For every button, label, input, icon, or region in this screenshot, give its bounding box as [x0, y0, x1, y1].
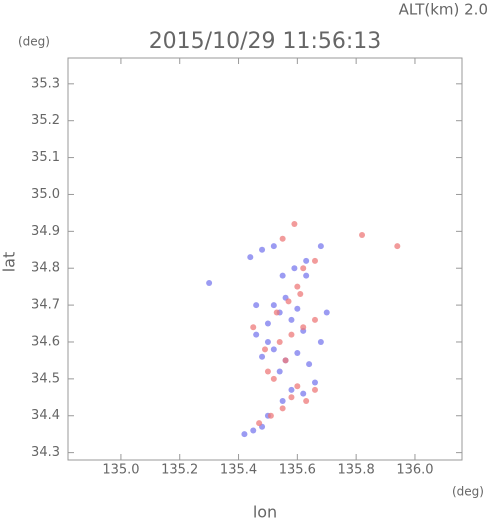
- x-tick-label: 135.4: [220, 463, 257, 478]
- echo-point: [288, 394, 295, 401]
- echo-point: [288, 331, 295, 338]
- x-tick-label: 135.6: [279, 463, 316, 478]
- echo-point: [288, 316, 295, 323]
- echo-point: [253, 302, 260, 309]
- echo-point: [264, 320, 271, 327]
- y-tick-label: 34.5: [31, 371, 60, 386]
- echo-point: [300, 390, 307, 397]
- echo-point: [270, 243, 277, 250]
- echo-point: [285, 298, 292, 305]
- x-tick-label: 135.2: [161, 463, 198, 478]
- echo-point: [294, 383, 301, 390]
- echo-point: [279, 272, 286, 279]
- echo-point: [279, 235, 286, 242]
- echo-point: [317, 338, 324, 345]
- echo-point: [276, 368, 283, 375]
- y-unit: (deg): [18, 35, 50, 49]
- x-axis-label: lon: [253, 503, 277, 522]
- echo-point: [264, 368, 271, 375]
- echo-point: [300, 265, 307, 272]
- echo-point: [273, 309, 280, 316]
- x-tick-label: 135.8: [338, 463, 375, 478]
- echo-point: [291, 265, 298, 272]
- echo-point: [288, 386, 295, 393]
- echo-point: [259, 246, 266, 253]
- y-tick-label: 35.0: [31, 187, 60, 202]
- echo-point: [250, 427, 257, 434]
- echo-point: [294, 283, 301, 290]
- echo-point: [241, 431, 248, 438]
- echo-point: [259, 353, 266, 360]
- echo-point: [311, 257, 318, 264]
- echo-point: [300, 324, 307, 331]
- echo-point: [282, 357, 289, 364]
- y-tick-label: 34.8: [31, 261, 60, 276]
- echo-point: [291, 220, 298, 227]
- echo-point: [247, 254, 254, 261]
- y-tick-label: 35.2: [31, 113, 60, 128]
- echo-point: [270, 346, 277, 353]
- echo-point: [311, 316, 318, 323]
- y-tick-label: 34.3: [31, 445, 60, 460]
- echo-point: [270, 302, 277, 309]
- echo-point: [279, 397, 286, 404]
- echo-point: [267, 412, 274, 419]
- echo-point: [359, 232, 366, 239]
- echo-point: [250, 324, 257, 331]
- echo-point: [323, 309, 330, 316]
- echo-point: [311, 379, 318, 386]
- echo-point: [303, 257, 310, 264]
- x-tick-label: 135.0: [102, 463, 139, 478]
- echo-point: [253, 331, 260, 338]
- echo-point: [317, 243, 324, 250]
- y-tick-label: 34.9: [31, 224, 60, 239]
- echo-point: [262, 346, 268, 353]
- echo-point: [306, 361, 313, 368]
- echo-point: [303, 397, 310, 404]
- x-tick-label: 136.0: [396, 463, 433, 478]
- x-unit: (deg): [452, 485, 484, 499]
- echo-point: [276, 338, 283, 345]
- echo-point: [279, 405, 286, 412]
- echo-point: [294, 350, 301, 357]
- plot-frame: [67, 57, 463, 461]
- y-tick-label: 35.3: [31, 76, 60, 91]
- chart-title: 2015/10/29 11:56:13: [149, 29, 382, 54]
- y-tick-label: 35.1: [31, 150, 60, 165]
- echo-point: [294, 305, 301, 312]
- echo-point: [206, 279, 213, 286]
- y-tick-label: 34.4: [31, 408, 60, 423]
- y-axis-label: lat: [0, 252, 19, 273]
- y-tick-label: 34.6: [31, 334, 60, 349]
- altitude-label: ALT(km) 2.0: [399, 1, 488, 19]
- echo-point: [297, 291, 304, 298]
- echo-point: [394, 243, 401, 250]
- echo-point: [303, 272, 310, 279]
- y-tick-label: 34.7: [31, 298, 60, 313]
- echo-point: [270, 375, 277, 382]
- echo-point: [311, 386, 318, 393]
- echo-point: [264, 338, 271, 345]
- echo-point: [256, 420, 263, 427]
